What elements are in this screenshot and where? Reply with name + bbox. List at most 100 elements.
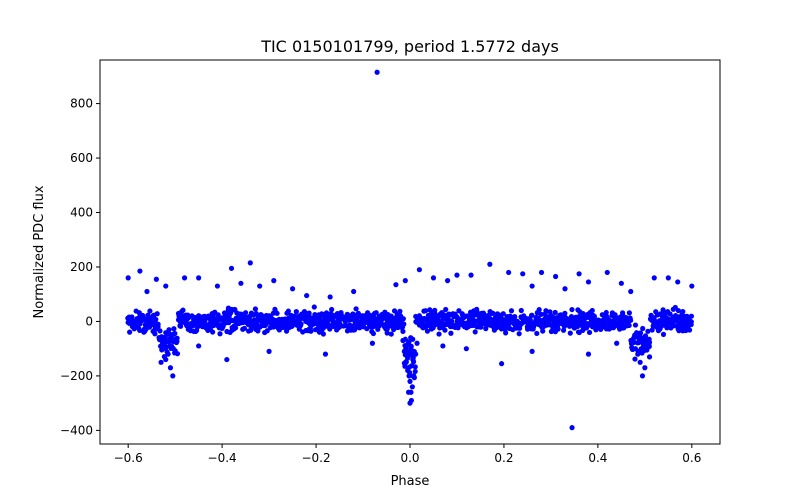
data-point [436, 331, 442, 337]
data-point [686, 327, 693, 333]
data-point [311, 304, 317, 310]
data-point [618, 280, 624, 286]
data-point [306, 310, 312, 316]
y-tick-label: 400 [70, 206, 93, 220]
data-point [228, 265, 235, 271]
data-point [628, 288, 634, 295]
data-point [171, 326, 177, 332]
data-point [408, 389, 414, 395]
x-tick-label: 0.6 [682, 451, 701, 465]
data-point [635, 351, 641, 357]
data-point [455, 325, 461, 331]
data-point [675, 279, 681, 285]
data-point [529, 312, 535, 318]
data-point [210, 329, 216, 335]
x-tick-label: 0.0 [400, 451, 419, 465]
data-point [257, 283, 263, 289]
data-point [167, 365, 174, 371]
data-point [555, 326, 561, 332]
data-point [180, 307, 186, 313]
data-point [500, 311, 506, 317]
data-point [403, 359, 409, 365]
data-point [508, 308, 515, 314]
data-point [543, 308, 549, 314]
data-point [665, 275, 671, 281]
data-point [401, 321, 407, 327]
data-point [293, 309, 299, 315]
data-point [337, 320, 343, 327]
data-point [241, 325, 248, 331]
data-point [614, 340, 620, 346]
data-point [626, 310, 632, 316]
data-point [440, 343, 446, 349]
data-point [289, 286, 296, 292]
data-point [170, 373, 176, 379]
data-point [384, 326, 390, 332]
data-point [304, 292, 310, 299]
data-point [463, 346, 469, 352]
data-point [553, 273, 559, 280]
data-point [408, 343, 414, 349]
data-point [642, 365, 648, 371]
data-point [645, 328, 651, 334]
data-point [634, 330, 640, 336]
data-point [238, 280, 244, 286]
data-point [402, 278, 408, 284]
data-point [585, 279, 592, 285]
data-point [487, 261, 493, 267]
data-point [413, 351, 419, 357]
data-point [416, 267, 422, 273]
data-point [285, 308, 291, 314]
data-point [274, 310, 280, 316]
data-point [158, 359, 164, 365]
data-point [527, 317, 533, 323]
data-point [407, 378, 413, 384]
x-axis-label: Phase [391, 474, 430, 489]
data-point [196, 275, 202, 281]
data-point [160, 346, 167, 352]
data-point [449, 318, 455, 324]
data-point [401, 348, 407, 354]
data-point [152, 331, 158, 337]
data-point [163, 356, 169, 363]
data-point [157, 328, 163, 334]
data-point [675, 307, 681, 314]
data-point [400, 316, 406, 322]
x-tick-label: −0.6 [114, 451, 143, 465]
data-point [322, 351, 329, 357]
data-point [178, 323, 184, 329]
data-point [518, 307, 524, 314]
data-point [688, 313, 695, 319]
data-point [538, 269, 545, 276]
data-point [506, 269, 512, 276]
data-point [400, 337, 406, 344]
data-point [196, 343, 202, 349]
data-point [632, 346, 639, 352]
data-point [529, 283, 535, 289]
data-point [591, 313, 597, 319]
data-point [384, 330, 390, 336]
data-point [464, 313, 470, 319]
data-point [667, 311, 673, 317]
data-point [443, 306, 449, 313]
data-point [448, 330, 454, 336]
data-point [490, 310, 496, 316]
data-point [637, 359, 643, 365]
data-point [214, 283, 221, 289]
data-point [424, 328, 431, 334]
data-point [243, 310, 249, 316]
data-point [689, 283, 695, 289]
data-point [640, 325, 646, 332]
data-point [174, 351, 181, 357]
y-axis-ticks: −400 −200 0 200 400 600 800 [60, 97, 100, 437]
data-point [353, 306, 359, 312]
y-tick-label: 800 [70, 97, 93, 111]
data-point [406, 339, 412, 345]
x-tick-label: −0.4 [208, 451, 237, 465]
data-point [397, 308, 403, 314]
data-point [308, 328, 314, 334]
data-point [224, 356, 230, 363]
data-point [626, 322, 632, 329]
data-point [536, 307, 542, 313]
